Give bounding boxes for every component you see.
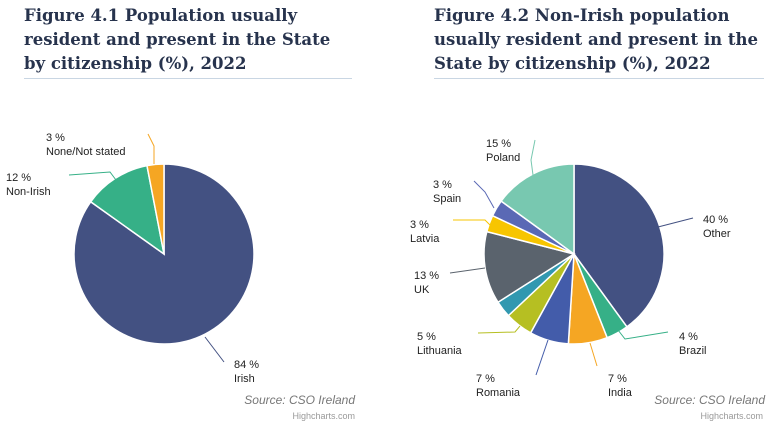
label-connector [453, 219, 491, 226]
data-label-value: 84 % [234, 359, 259, 371]
pie-1: 84 % Irish 12 % Non-Irish 3 % None/Not stated [6, 132, 259, 385]
data-label-name: Romania [476, 387, 521, 399]
label-connector [657, 217, 694, 228]
data-label-value: 13 % [414, 270, 439, 282]
pie-2: 40 % Other 4 % Brazil 7 % India 7 % Romania 5 % L… [410, 138, 731, 399]
label-connector [147, 133, 155, 164]
label-connector [589, 342, 598, 367]
data-label-value: 40 % [703, 214, 728, 226]
source-note: Source: CSO Ireland [654, 393, 765, 407]
pie-slice-none-not-stated[interactable] [146, 163, 165, 255]
label-connector [449, 267, 486, 274]
label-connector [477, 325, 521, 334]
label-connector [68, 171, 117, 181]
title-divider [434, 78, 764, 79]
data-label-value: 7 % [608, 373, 627, 385]
highcharts-credit[interactable]: Highcharts.com [292, 411, 355, 421]
data-label-name: Brazil [679, 345, 707, 357]
data-label-name: Latvia [410, 233, 440, 245]
pie-slice-uk[interactable] [483, 230, 576, 304]
data-label-name: Other [703, 228, 731, 240]
label-connector [204, 336, 225, 363]
data-label-name: None/Not stated [46, 146, 126, 158]
data-label-value: 5 % [417, 331, 436, 343]
label-connector [535, 339, 549, 376]
data-label-name: Poland [486, 152, 520, 164]
data-label-name: Non-Irish [6, 186, 51, 198]
data-label-value: 3 % [433, 179, 452, 191]
source-note: Source: CSO Ireland [244, 393, 355, 407]
data-label-value: 4 % [679, 331, 698, 343]
figure-4-2-title: Figure 4.2 Non-Irish population usually … [434, 6, 758, 73]
data-label-value: 3 % [410, 219, 429, 231]
data-label-name: India [608, 387, 633, 399]
data-label-name: UK [414, 284, 430, 296]
data-label-name: Spain [433, 193, 461, 205]
figure-4-1-title: Figure 4.1 Population usually resident a… [24, 6, 331, 73]
data-label-value: 3 % [46, 132, 65, 144]
data-label-value: 12 % [6, 172, 31, 184]
highcharts-credit[interactable]: Highcharts.com [700, 411, 763, 421]
data-label-value: 15 % [486, 138, 511, 150]
data-label-value: 7 % [476, 373, 495, 385]
label-connector [530, 139, 536, 176]
label-connector [617, 329, 669, 340]
data-label-name: Irish [234, 373, 255, 385]
title-divider [24, 78, 352, 79]
data-label-name: Lithuania [417, 345, 463, 357]
label-connector [473, 180, 495, 209]
